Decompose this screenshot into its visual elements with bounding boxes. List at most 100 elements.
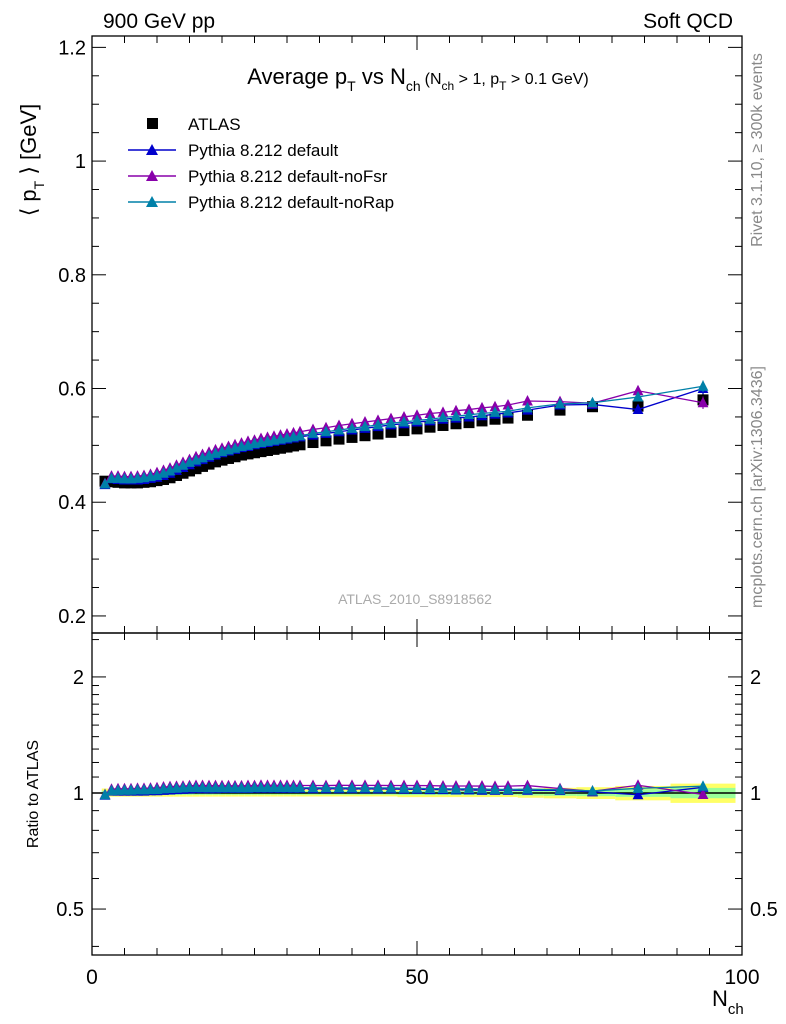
legend-entry-norap: Pythia 8.212 default-noRap <box>128 193 394 212</box>
ratio-point-norap <box>333 781 345 793</box>
title-part-d: > 1, p <box>454 71 499 88</box>
ratio-y-tick-label: 1 <box>73 783 84 805</box>
y-label-sub: T <box>31 180 47 189</box>
data-point-norap <box>171 462 182 473</box>
atlas-data-point <box>333 433 345 445</box>
data-point-nofsr <box>450 404 462 416</box>
main-data-points <box>99 380 709 490</box>
y-label-b: ⟩ [GeV] <box>16 104 41 181</box>
title-sub-a: T <box>347 78 356 94</box>
atlas-data-point <box>242 448 254 460</box>
legend-label-default: Pythia 8.212 default <box>188 141 339 160</box>
ratio-point-norap <box>450 782 462 794</box>
data-point-nofsr <box>424 407 436 419</box>
atlas-data-point <box>489 413 501 425</box>
atlas-data-point <box>554 404 566 416</box>
data-point-norap <box>112 472 124 483</box>
data-point-nofsr <box>489 400 501 412</box>
data-point-norap <box>385 417 397 428</box>
atlas-data-point <box>294 439 306 451</box>
atlas-data-point <box>223 452 234 464</box>
ratio-y-tick-label-right: 1 <box>750 783 761 805</box>
atlas-data-point <box>268 443 280 455</box>
main-panel: 0.20.40.60.811.2 Average pT vs Nch (Nch >… <box>16 35 743 634</box>
atlas-data-point <box>197 460 208 472</box>
legend-label-atlas: ATLAS <box>188 115 241 134</box>
atlas-data-point <box>320 435 332 447</box>
ratio-point-norap <box>411 782 423 793</box>
title-sub-b: ch <box>406 78 421 94</box>
legend-entry-default: Pythia 8.212 default <box>128 141 339 160</box>
data-point-nofsr <box>697 396 709 408</box>
title-sub-d: T <box>499 79 507 93</box>
main-y-axis-label: ⟨ pT ⟩ [GeV] <box>16 104 47 217</box>
atlas-data-point <box>398 425 410 437</box>
atlas-data-point <box>476 415 488 427</box>
legend-marker-default <box>146 144 158 155</box>
atlas-data-point <box>229 451 241 463</box>
ratio-axis-ticks: 0.5 0.5 1 1 2 2 0 50 100 <box>56 633 778 989</box>
data-point-norap <box>372 418 384 430</box>
ratio-panel: 0.5 0.5 1 1 2 2 0 50 100 Ratio to ATLAS Nch <box>25 632 778 1018</box>
ratio-point-norap <box>294 781 306 793</box>
data-point-norap <box>294 429 306 441</box>
title-part-a: Average p <box>247 64 347 89</box>
legend-entry-nofsr: Pythia 8.212 default-noFsr <box>128 167 388 186</box>
ratio-point-norap <box>587 784 598 796</box>
ratio-point-norap <box>554 783 566 795</box>
main-axis-ticks: 0.2 0.4 0.6 0.8 1 1.2 <box>58 36 743 633</box>
atlas-data-point <box>359 430 371 442</box>
atlas-data-point <box>203 458 215 470</box>
atlas-data-point <box>463 417 475 429</box>
atlas-data-point <box>184 465 195 477</box>
atlas-data-point <box>346 431 358 443</box>
main-y-tick-label: 0.2 <box>58 606 86 628</box>
data-point-norap <box>346 422 358 433</box>
legend: ATLAS Pythia 8.212 default Pythia 8.212 … <box>128 115 394 212</box>
x-tick-label: 0 <box>86 966 98 989</box>
ratio-point-norap <box>398 782 410 793</box>
header-collision: 900 GeV pp <box>103 10 215 33</box>
ratio-point-norap <box>346 781 358 793</box>
title-sub-c: ch <box>442 79 455 93</box>
ratio-point-norap <box>522 783 533 794</box>
title-part-e: > 0.1 GeV) <box>506 71 588 88</box>
ratio-y-tick-label: 0.5 <box>56 899 84 921</box>
data-point-norap <box>554 397 566 409</box>
data-point-norap <box>697 380 709 391</box>
data-point-norap <box>333 424 345 435</box>
ratio-y-tick-label-right: 2 <box>750 667 761 689</box>
atlas-data-point <box>190 463 202 475</box>
atlas-data-point <box>307 437 319 449</box>
data-point-norap <box>437 411 449 423</box>
atlas-data-point <box>236 449 247 461</box>
legend-entry-atlas: ATLAS <box>147 115 241 134</box>
plot-title: Average pT vs Nch (Nch > 1, pT > 0.1 GeV) <box>247 64 589 94</box>
atlas-data-point <box>372 428 384 440</box>
atlas-data-point <box>522 409 533 421</box>
data-point-norap <box>502 405 514 416</box>
x-tick-label: 50 <box>405 966 428 989</box>
data-point-nofsr <box>502 399 514 410</box>
atlas-data-point <box>424 421 436 433</box>
ratio-point-norap <box>632 782 644 793</box>
ratio-data-points <box>99 779 709 800</box>
data-point-nofsr <box>522 395 533 406</box>
data-point-norap <box>411 414 423 425</box>
ratio-point-norap <box>697 780 709 791</box>
ratio-point-norap <box>372 781 384 793</box>
atlas-data-point <box>411 423 423 435</box>
rivet-version-text: Rivet 3.1.10, ≥ 300k events <box>749 53 766 247</box>
data-point-nofsr <box>476 401 488 413</box>
ratio-point-norap <box>359 781 371 793</box>
data-point-nofsr <box>632 384 644 396</box>
ratio-point-default <box>632 788 644 800</box>
ratio-y-axis-label: Ratio to ATLAS <box>25 740 42 848</box>
data-point-norap <box>463 408 475 420</box>
atlas-data-point <box>275 442 286 454</box>
legend-marker-nofsr <box>146 170 158 181</box>
atlas-data-point <box>177 467 189 479</box>
atlas-data-point <box>502 412 514 424</box>
title-part-b: vs N <box>356 64 406 89</box>
